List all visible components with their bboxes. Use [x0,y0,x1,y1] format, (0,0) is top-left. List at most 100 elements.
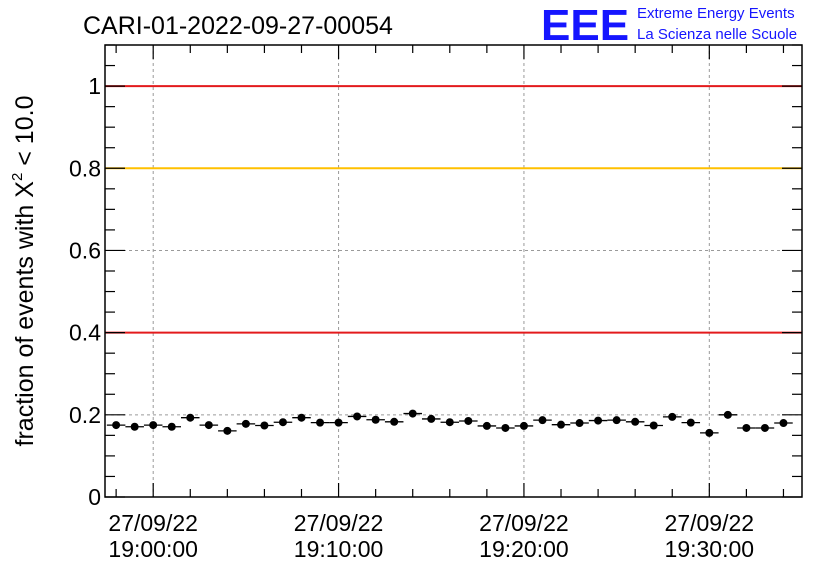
y-tick-label: 0 [88,484,101,510]
x-tick-label-time: 19:00:00 [108,536,198,562]
data-point-marker [464,416,473,425]
data-point [774,419,793,428]
data-point-marker [594,416,603,425]
data-point [366,415,385,424]
data-point [347,412,367,421]
y-axis-label-suffix: < 10.0 [11,96,39,166]
data-point [737,423,756,432]
data-points [106,409,793,437]
data-point-marker [112,421,121,430]
x-tick-label-date: 27/09/22 [665,510,755,536]
data-point-marker [519,421,528,430]
data-point-marker [390,417,399,426]
data-point [459,416,478,425]
data-point [607,416,626,425]
data-point [755,423,775,432]
data-point [700,428,719,437]
data-point [588,416,608,425]
eee-logo: EEE Extreme Energy Events La Scienza nel… [541,1,797,50]
data-point [440,418,460,427]
data-point-marker [186,413,195,422]
data-point-marker [260,421,269,430]
data-point-marker [223,426,232,435]
x-tick-labels: 27/09/2219:00:0027/09/2219:10:0027/09/22… [108,510,754,562]
data-point [273,418,293,427]
data-point [181,413,200,422]
data-point-marker [686,418,695,427]
y-tick-labels: 0 0.2 0.4 0.6 0.8 1 [69,73,101,510]
data-point [236,419,256,428]
data-point [644,421,663,430]
reference-lines [105,85,802,334]
axis-ticks [105,44,802,498]
data-point-marker [371,415,380,424]
data-point [496,423,515,432]
data-point [718,410,738,419]
data-point-marker [649,421,658,430]
data-point [625,417,645,426]
y-tick-label: 0.6 [69,237,101,263]
data-point [125,422,144,431]
data-point [421,414,441,423]
data-point-marker [723,410,732,419]
data-point [662,412,682,421]
y-tick-label: 0.8 [69,155,101,181]
data-point [310,418,330,427]
y-tick-label: 1 [88,73,101,99]
data-point [570,419,589,428]
data-point-marker [631,417,640,426]
x-tick-label-time: 19:30:00 [665,536,755,562]
data-point [143,421,163,430]
y-axis-label-prefix: fraction of events with [11,205,39,447]
x-tick-label-date: 27/09/22 [294,510,384,536]
data-point [292,413,311,422]
x-tick-label-date: 27/09/22 [108,510,198,536]
data-point-marker [204,421,213,430]
data-point-marker [130,422,139,431]
y-tick-label: 0.4 [69,320,101,346]
data-point-marker [612,416,621,425]
data-point [162,422,182,431]
data-point-marker [278,418,287,427]
data-point-marker [427,414,436,423]
plot-frame [104,44,803,498]
data-point-marker [557,420,566,429]
data-point [329,418,348,427]
data-point-marker [445,418,454,427]
x-tick-label-time: 19:10:00 [294,536,384,562]
logo-line-1: Extreme Energy Events [637,5,795,22]
x-tick-label-time: 19:20:00 [479,536,569,562]
y-tick-label: 0.2 [69,402,101,428]
data-point [199,421,219,430]
y-axis-label-exponent: 2 [9,173,26,181]
data-point-marker [538,416,547,425]
data-point-marker [316,418,325,427]
data-point-marker [575,419,584,428]
y-axis-label-symbol: X [11,181,39,198]
data-point [255,421,274,430]
y-axis-label: fraction of events with X2 < 10.0 [9,96,39,447]
data-point [106,421,126,430]
data-point-marker [297,413,306,422]
data-point-marker [167,422,176,431]
data-point [514,421,534,430]
grid-lines [105,45,802,497]
data-point-marker [779,419,788,428]
data-point-marker [334,418,343,427]
data-point-marker [705,428,714,437]
data-point [384,417,404,426]
data-point-marker [408,409,417,418]
x-tick-label-date: 27/09/22 [479,510,569,536]
data-point-marker [482,421,491,430]
data-point-marker [149,421,158,430]
data-point [551,420,571,429]
data-point [681,418,701,427]
data-point-marker [668,412,677,421]
data-point-marker [353,412,362,421]
logo-line-2: La Scienza nelle Scuole [637,26,797,43]
logo-mark: EEE [541,1,629,50]
data-point-marker [501,423,510,432]
data-point [403,409,422,418]
data-point-marker [760,423,769,432]
